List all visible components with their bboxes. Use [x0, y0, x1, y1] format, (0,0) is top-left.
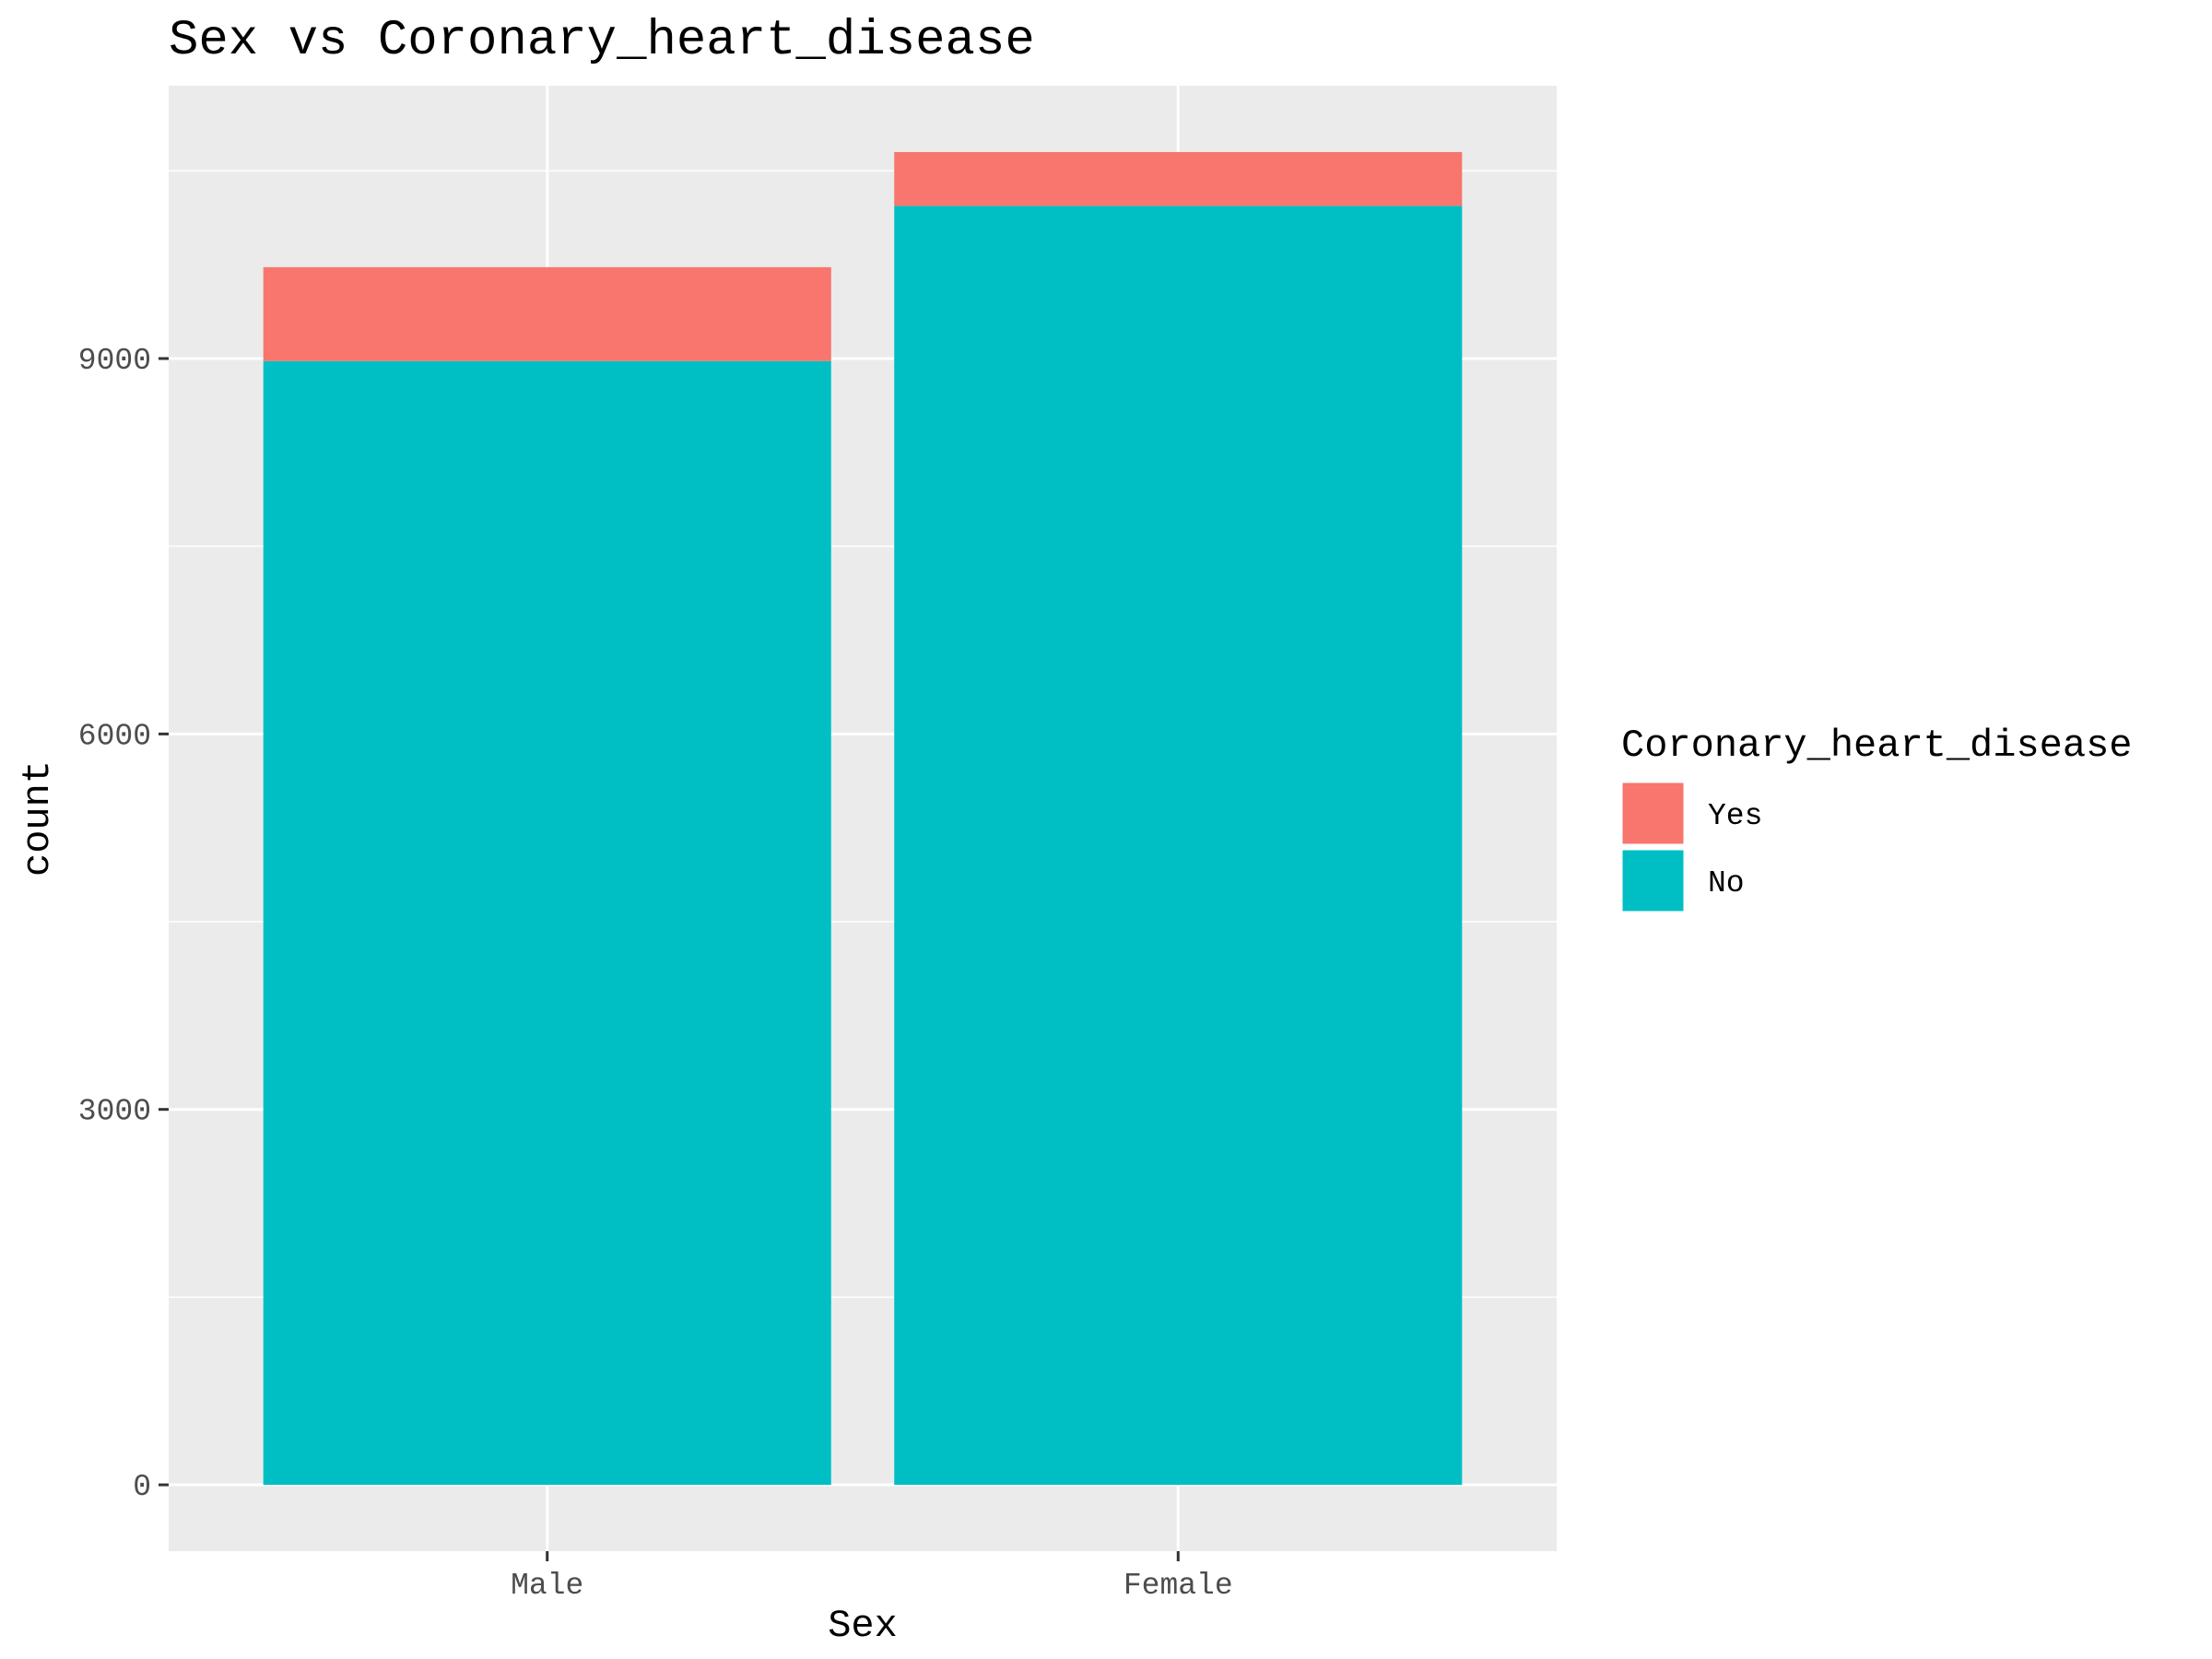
legend-title: Coronary_heart_disease: [1621, 724, 2133, 768]
legend-label-yes: Yes: [1708, 799, 1762, 833]
y-axis: 0 3000 6000 9000: [78, 344, 169, 1504]
x-axis: Male Female: [511, 1551, 1233, 1603]
bar-male-yes: [263, 266, 831, 361]
x-axis-title: Sex: [828, 1604, 898, 1648]
legend-key-yes: [1619, 780, 1687, 847]
y-tick-label: 3000: [78, 1095, 151, 1129]
chart-title: Sex vs Coronary_heart_disease: [169, 13, 1035, 69]
y-tick-label: 9000: [78, 344, 151, 378]
x-tick-label: Male: [511, 1569, 583, 1603]
bar-male-no: [263, 360, 831, 1486]
bars: [263, 151, 1463, 1486]
legend: Coronary_heart_disease Yes No: [1619, 724, 2133, 914]
y-axis-title: count: [16, 760, 60, 877]
bar-female-no: [894, 206, 1463, 1486]
bar-female-yes: [894, 151, 1463, 206]
y-tick-label: 0: [133, 1470, 151, 1504]
y-tick-label: 6000: [78, 719, 151, 753]
legend-key-no: [1619, 847, 1687, 914]
legend-label-no: No: [1708, 866, 1745, 900]
x-tick-label: Female: [1124, 1569, 1233, 1603]
